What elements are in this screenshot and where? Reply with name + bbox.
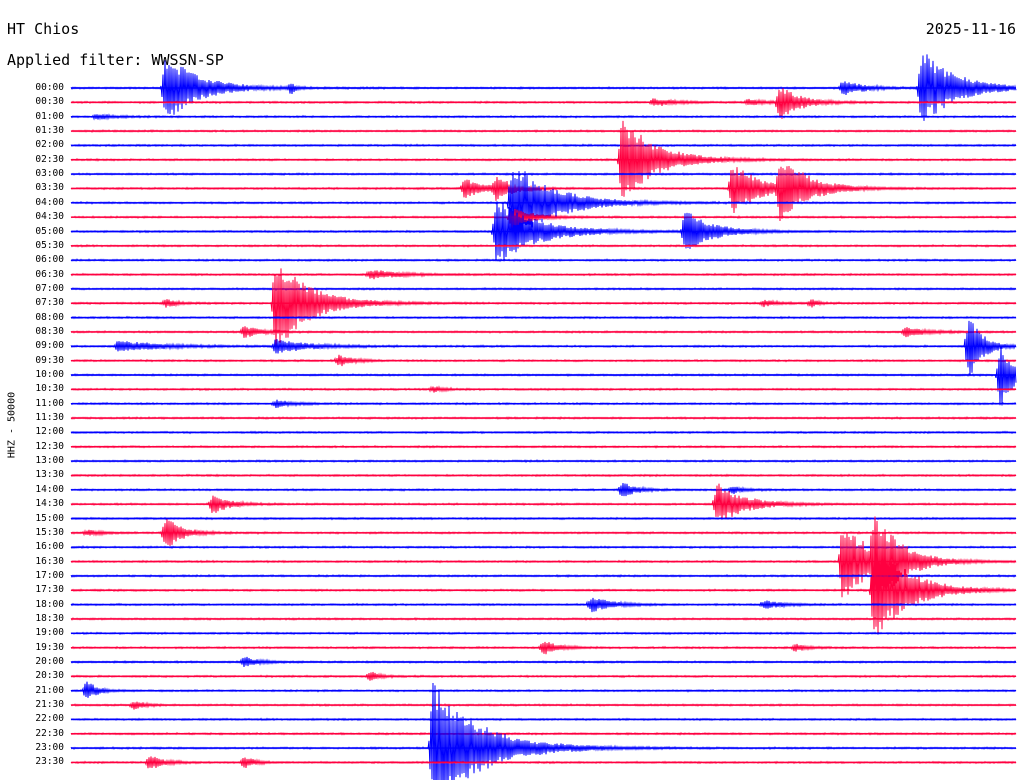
trace-row-2100 <box>70 681 1017 698</box>
row-label-0900: 09:00 <box>35 340 64 352</box>
row-label-0500: 05:00 <box>35 225 64 237</box>
row-label-0330: 03:30 <box>35 182 64 194</box>
row-label-1730: 17:30 <box>35 584 64 596</box>
row-label-1100: 11:00 <box>35 397 64 409</box>
row-label-2100: 21:00 <box>35 684 64 696</box>
trace-row-0030 <box>70 88 1017 119</box>
row-label-2330: 23:30 <box>35 756 64 768</box>
row-label-0930: 09:30 <box>35 354 64 366</box>
row-label-1530: 15:30 <box>35 526 64 538</box>
station-name: HT Chios <box>7 20 80 38</box>
row-label-1630: 16:30 <box>35 555 64 567</box>
row-label-0100: 01:00 <box>35 110 64 122</box>
row-label-1830: 18:30 <box>35 612 64 624</box>
row-label-2130: 21:30 <box>35 699 64 711</box>
row-label-1430: 14:30 <box>35 498 64 510</box>
row-label-0030: 00:30 <box>35 96 64 108</box>
row-label-1500: 15:00 <box>35 512 64 524</box>
trace-row-0730 <box>70 268 1017 350</box>
row-label-0200: 02:00 <box>35 139 64 151</box>
row-label-0230: 02:30 <box>35 153 64 165</box>
row-label-0400: 04:00 <box>35 196 64 208</box>
row-label-0130: 01:30 <box>35 125 64 137</box>
row-label-2230: 22:30 <box>35 727 64 739</box>
row-label-0800: 08:00 <box>35 311 64 323</box>
row-label-1600: 16:00 <box>35 541 64 553</box>
row-label-2200: 22:00 <box>35 713 64 725</box>
row-label-1800: 18:00 <box>35 598 64 610</box>
row-label-1000: 10:00 <box>35 369 64 380</box>
trace-row-0900 <box>70 320 1017 375</box>
row-label-1700: 17:00 <box>35 569 64 581</box>
row-label-1930: 19:30 <box>35 641 64 653</box>
row-label-1300: 13:00 <box>35 455 64 467</box>
row-label-1900: 19:00 <box>35 627 64 639</box>
row-label-1230: 12:30 <box>35 440 64 452</box>
row-label-0300: 03:00 <box>35 168 64 180</box>
row-label-2030: 20:30 <box>35 670 64 682</box>
row-label-2300: 23:00 <box>35 742 64 754</box>
trace-row-2300 <box>70 682 1017 780</box>
trace-row-0230 <box>70 120 1017 197</box>
row-label-0730: 07:30 <box>35 297 64 309</box>
row-label-1400: 14:00 <box>35 483 64 495</box>
row-label-1130: 11:30 <box>35 412 64 424</box>
applied-filter: Applied filter: WWSSN-SP <box>7 51 224 69</box>
row-label-0430: 04:30 <box>35 211 64 223</box>
plot-date: 2025-11-16 <box>925 20 1016 38</box>
row-label-0700: 07:00 <box>35 282 64 294</box>
row-label-1330: 13:30 <box>35 469 64 481</box>
row-label-1200: 12:00 <box>35 426 64 438</box>
row-label-0530: 05:30 <box>35 239 64 251</box>
row-label-0000: 00:00 <box>35 82 64 93</box>
row-label-0600: 06:00 <box>35 254 64 266</box>
row-label-2000: 20:00 <box>35 656 64 667</box>
row-label-0830: 08:30 <box>35 325 64 337</box>
row-label-0630: 06:30 <box>35 268 64 280</box>
row-label-1030: 10:30 <box>35 383 64 395</box>
